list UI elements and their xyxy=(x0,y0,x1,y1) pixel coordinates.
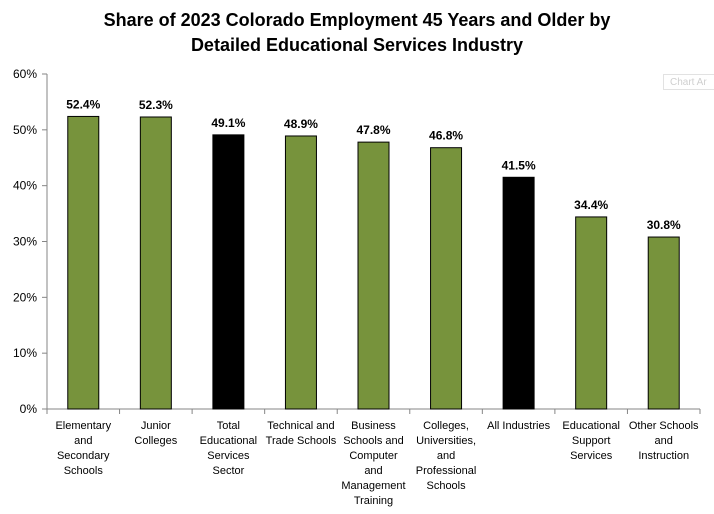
y-tick-label: 10% xyxy=(13,346,37,360)
bar xyxy=(139,116,172,410)
data-label: 47.8% xyxy=(356,123,390,137)
data-label: 34.4% xyxy=(574,198,608,212)
data-label: 46.8% xyxy=(429,129,463,143)
y-tick-label: 40% xyxy=(13,179,37,193)
bar xyxy=(647,236,680,410)
x-tick-label: Elementary and Secondary Schools xyxy=(55,420,111,477)
data-label: 30.8% xyxy=(647,218,681,232)
y-tick-label: 50% xyxy=(13,123,37,137)
chart-area-tooltip: Chart Ar xyxy=(663,74,714,90)
x-tick-label: Technical and Trade Schools xyxy=(266,420,337,447)
data-label: 52.3% xyxy=(139,98,173,112)
bar xyxy=(67,115,100,410)
x-tick-label: Colleges, Universities, and Professional Sch… xyxy=(416,420,477,492)
y-tick-label: 0% xyxy=(20,402,38,416)
bar xyxy=(357,141,390,410)
data-label: 48.9% xyxy=(284,117,318,131)
x-tick-label: Total Educational Services Sector xyxy=(200,420,258,477)
bar xyxy=(430,147,463,410)
data-label: 41.5% xyxy=(502,158,536,172)
data-label: 49.1% xyxy=(211,116,245,130)
x-tick-label: Other Schools and Instruction xyxy=(629,420,699,462)
y-tick-label: 60% xyxy=(13,67,37,81)
x-tick-label: All Industries xyxy=(487,420,550,432)
chart-title-line-2: Detailed Educational Services Industry xyxy=(190,35,524,55)
x-tick-label: Educational Support Services xyxy=(562,420,620,462)
y-tick-label: 30% xyxy=(13,235,37,249)
chart-title-line-1: Share of 2023 Colorado Employment 45 Yea… xyxy=(103,10,611,30)
bar xyxy=(575,216,608,410)
y-tick-label: 20% xyxy=(13,290,37,304)
data-label: 52.4% xyxy=(66,97,100,111)
bar xyxy=(284,135,317,410)
x-tick-label: Junior Colleges xyxy=(134,420,177,447)
x-tick-label: Business Schools and Computer and Management… xyxy=(341,420,405,507)
bar xyxy=(502,176,535,410)
bar xyxy=(212,134,245,410)
